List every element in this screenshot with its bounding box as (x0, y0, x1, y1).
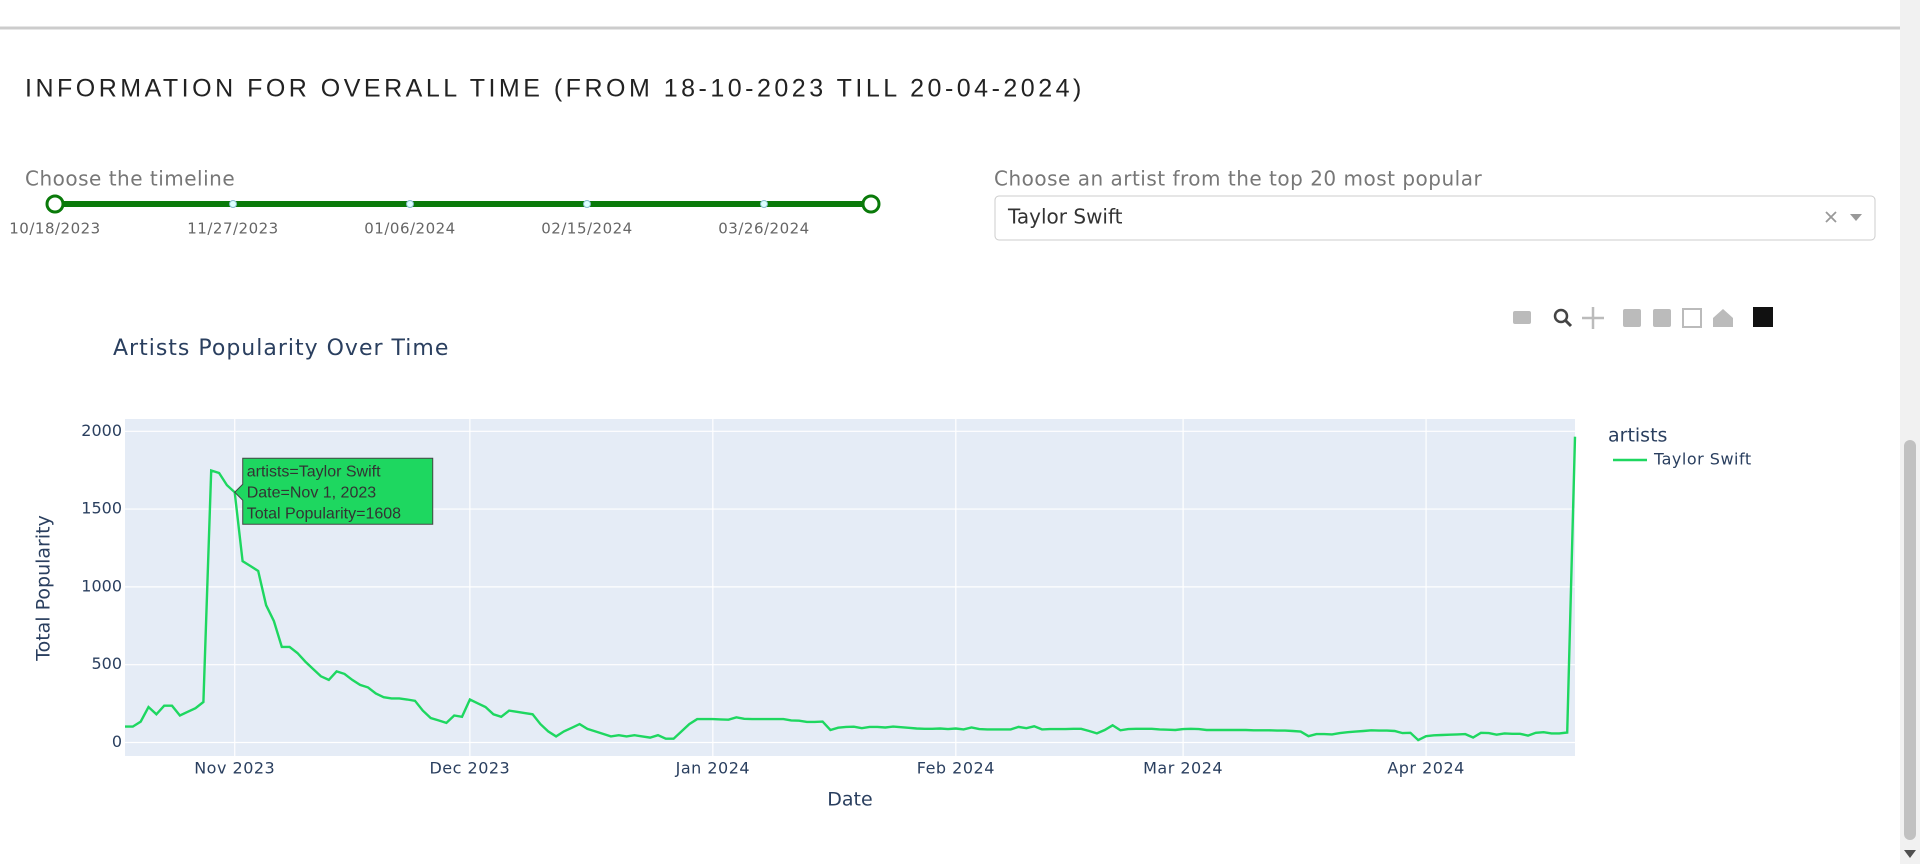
page-title: INFORMATION FOR OVERALL TIME (FROM 18-10… (25, 75, 1085, 103)
x-tick-label: Feb 2024 (917, 759, 995, 778)
y-tick-label: 1000 (81, 576, 122, 595)
modebar (1513, 307, 1773, 329)
line-series (125, 436, 1577, 742)
slider-mark: 01/06/2024 (364, 220, 455, 238)
chart-title: Artists Popularity Over Time (113, 336, 449, 361)
x-tick-label: Mar 2024 (1143, 759, 1223, 778)
slider-mark: 03/26/2024 (718, 220, 809, 238)
top-bar (0, 0, 1900, 28)
slider-dot (229, 200, 237, 208)
zoom-handle (1563, 318, 1573, 328)
artist-dropdown[interactable] (994, 195, 1876, 241)
tooltip-text: artists=Taylor Swift (247, 463, 381, 480)
home-icon[interactable] (1713, 309, 1733, 327)
zoom-out-icon[interactable] (1653, 309, 1671, 327)
legend-label: Taylor Swift (1653, 450, 1752, 469)
tooltip-text: Total Popularity=1608 (247, 505, 401, 522)
slider-dots (229, 200, 768, 208)
x-tick-label: Jan 2024 (675, 759, 750, 778)
plotly-logo[interactable] (1753, 307, 1773, 327)
y-tick-label: 500 (91, 654, 122, 673)
y-tick-label: 0 (112, 732, 122, 751)
slider-mark: 11/27/2023 (187, 220, 278, 238)
slider-dot (760, 200, 768, 208)
x-tick-label: Dec 2023 (429, 759, 510, 778)
slider-mark: 10/18/2023 (9, 220, 100, 238)
x-axis-title: Date (827, 789, 872, 811)
clear-icon[interactable] (1825, 211, 1837, 223)
scroll-arrow[interactable] (1904, 850, 1916, 858)
autoscale-icon[interactable] (1682, 308, 1702, 328)
zoom-icon[interactable] (1553, 308, 1569, 324)
y-axis-title: Total Popularity (33, 515, 55, 662)
dropdown-arrow[interactable] (1850, 214, 1862, 221)
y-tick-label: 2000 (81, 421, 122, 440)
camera-icon[interactable] (1513, 311, 1531, 324)
tooltip (234, 457, 434, 525)
x-tick-label: Nov 2023 (194, 759, 275, 778)
zoom-in-icon[interactable] (1623, 309, 1641, 327)
slider-handle[interactable] (861, 194, 881, 214)
slider-handle[interactable] (45, 194, 65, 214)
y-tick-label: 1500 (81, 499, 122, 518)
slider-mark: 02/15/2024 (541, 220, 632, 238)
scroll-thumb[interactable] (1904, 440, 1916, 840)
tooltip-text: Date=Nov 1, 2023 (247, 484, 377, 501)
legend-title: artists (1608, 425, 1667, 447)
artist-value: Taylor Swift (1007, 205, 1123, 229)
x-tick-label: Apr 2024 (1387, 759, 1464, 778)
artist-label: Choose an artist from the top 20 most po… (994, 167, 1482, 191)
slider-dot (406, 200, 414, 208)
pan-icon[interactable] (1582, 307, 1604, 329)
slider-dot (583, 200, 591, 208)
timeline-label: Choose the timeline (25, 167, 235, 191)
